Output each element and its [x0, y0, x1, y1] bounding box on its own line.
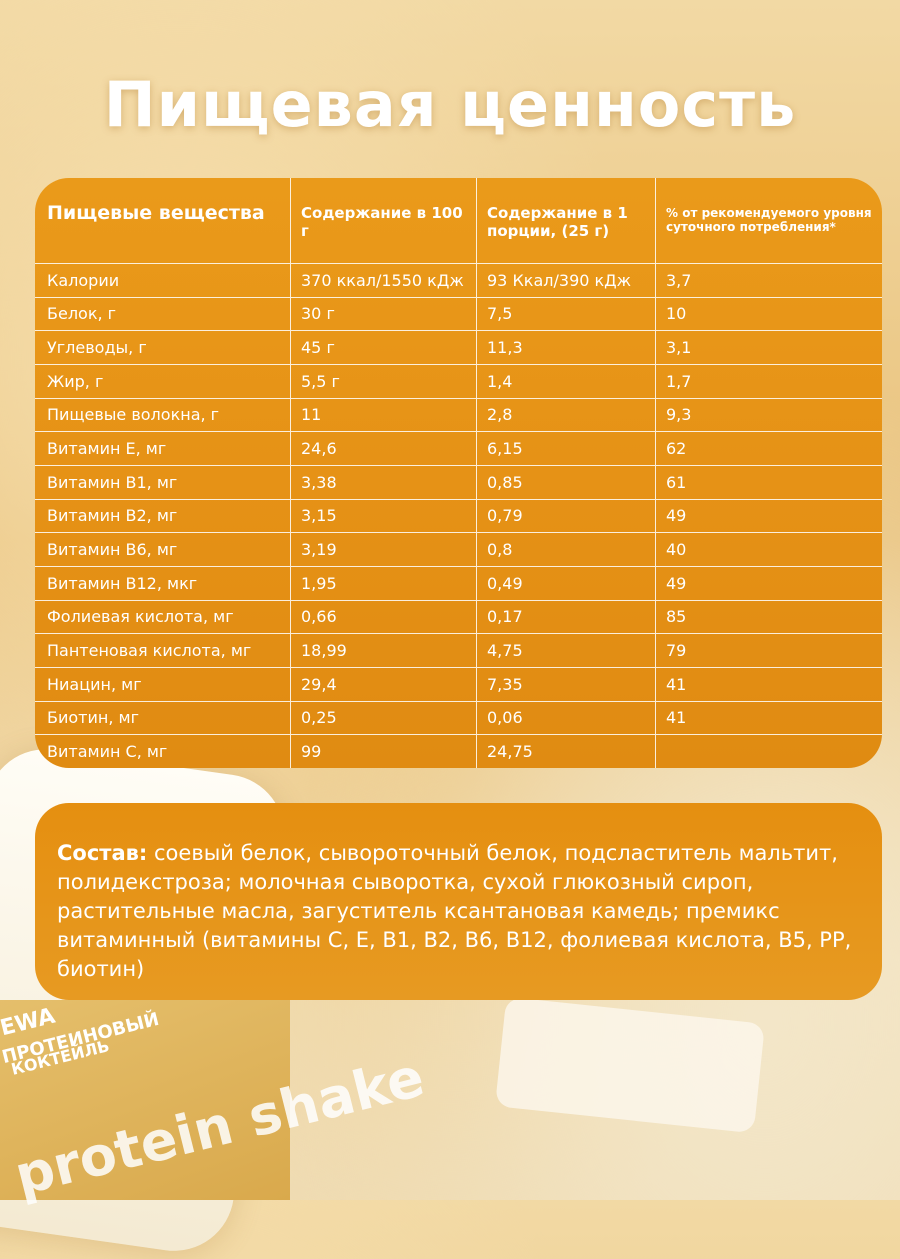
value-cell: 1,4: [476, 364, 655, 398]
composition-text: соевый белок, сывороточный белок, подсла…: [57, 841, 852, 981]
composition-label: Состав:: [57, 841, 148, 865]
value-cell: [655, 734, 882, 768]
header-cell: % от рекомендуемого уровня суточного пот…: [655, 178, 882, 263]
nutrient-cell: Жир, г: [35, 364, 290, 398]
product-cup: [494, 996, 766, 1134]
value-cell: 4,75: [476, 633, 655, 667]
value-cell: 62: [655, 431, 882, 465]
value-cell: 49: [655, 566, 882, 600]
value-cell: 11: [290, 397, 476, 432]
value-cell: 9,3: [655, 397, 882, 432]
product-name: protein shake: [8, 1045, 431, 1208]
value-cell: 79: [655, 633, 882, 667]
value-cell: 30 г: [290, 296, 476, 331]
nutrient-cell: Витамин C, мг: [35, 734, 290, 768]
value-cell: 7,35: [476, 667, 655, 701]
value-cell: 99: [290, 734, 476, 768]
value-cell: 93 Ккал/390 кДж: [476, 263, 655, 297]
value-cell: 0,8: [476, 532, 655, 566]
value-cell: 7,5: [476, 296, 655, 331]
value-cell: 0,17: [476, 599, 655, 634]
nutrient-cell: Витамин E, мг: [35, 431, 290, 465]
value-cell: 49: [655, 498, 882, 533]
value-cell: 2,8: [476, 397, 655, 432]
value-cell: 3,38: [290, 465, 476, 499]
composition: Состав: соевый белок, сывороточный белок…: [35, 803, 882, 1000]
value-cell: 24,6: [290, 431, 476, 465]
value-cell: 18,99: [290, 633, 476, 667]
value-cell: 45 г: [290, 330, 476, 364]
value-cell: 85: [655, 599, 882, 634]
value-cell: 6,15: [476, 431, 655, 465]
nutrient-cell: Витамин B6, мг: [35, 532, 290, 566]
nutrient-cell: Ниацин, мг: [35, 667, 290, 701]
product-label: EWA ПРОТЕИНОВЫЙ КОКТЕЙЛЬ protein shake: [0, 1000, 430, 1208]
nutrient-cell: Пищевые волокна, г: [35, 397, 290, 432]
nutrient-cell: Пантеновая кислота, мг: [35, 633, 290, 667]
value-cell: 0,66: [290, 599, 476, 634]
value-cell: 3,19: [290, 532, 476, 566]
header-cell: Содержание в 1 порции, (25 г): [476, 178, 655, 263]
value-cell: 41: [655, 700, 882, 735]
value-cell: 40: [655, 532, 882, 566]
value-cell: 0,79: [476, 498, 655, 533]
value-cell: 1,95: [290, 566, 476, 600]
value-cell: 0,06: [476, 700, 655, 735]
value-cell: 41: [655, 667, 882, 701]
value-cell: 1,7: [655, 364, 882, 398]
nutrient-cell: Калории: [35, 263, 290, 297]
nutrient-cell: Витамин B1, мг: [35, 465, 290, 499]
value-cell: 3,7: [655, 263, 882, 297]
value-cell: 370 ккал/1550 кДж: [290, 263, 476, 297]
header-cell: Содержание в 100 г: [290, 178, 476, 263]
value-cell: 29,4: [290, 667, 476, 701]
nutrient-cell: Витамин B12, мкг: [35, 566, 290, 600]
nutrient-cell: Витамин B2, мг: [35, 498, 290, 533]
value-cell: 3,15: [290, 498, 476, 533]
nutrient-cell: Фолиевая кислота, мг: [35, 599, 290, 634]
value-cell: 0,85: [476, 465, 655, 499]
value-cell: 0,49: [476, 566, 655, 600]
value-cell: 0,25: [290, 700, 476, 735]
title: Пищевая ценность: [103, 68, 797, 141]
nutrition-table: Пищевые вещества Содержание в 100 г Содерж…: [35, 178, 882, 768]
value-cell: 24,75: [476, 734, 655, 768]
value-cell: 3,1: [655, 330, 882, 364]
value-cell: 5,5 г: [290, 364, 476, 398]
value-cell: 11,3: [476, 330, 655, 364]
nutrient-cell: Белок, г: [35, 296, 290, 331]
value-cell: 10: [655, 296, 882, 331]
nutrient-cell: Углеводы, г: [35, 330, 290, 364]
value-cell: 61: [655, 465, 882, 499]
nutrient-cell: Биотин, мг: [35, 700, 290, 735]
header-cell: Пищевые вещества: [47, 202, 265, 224]
